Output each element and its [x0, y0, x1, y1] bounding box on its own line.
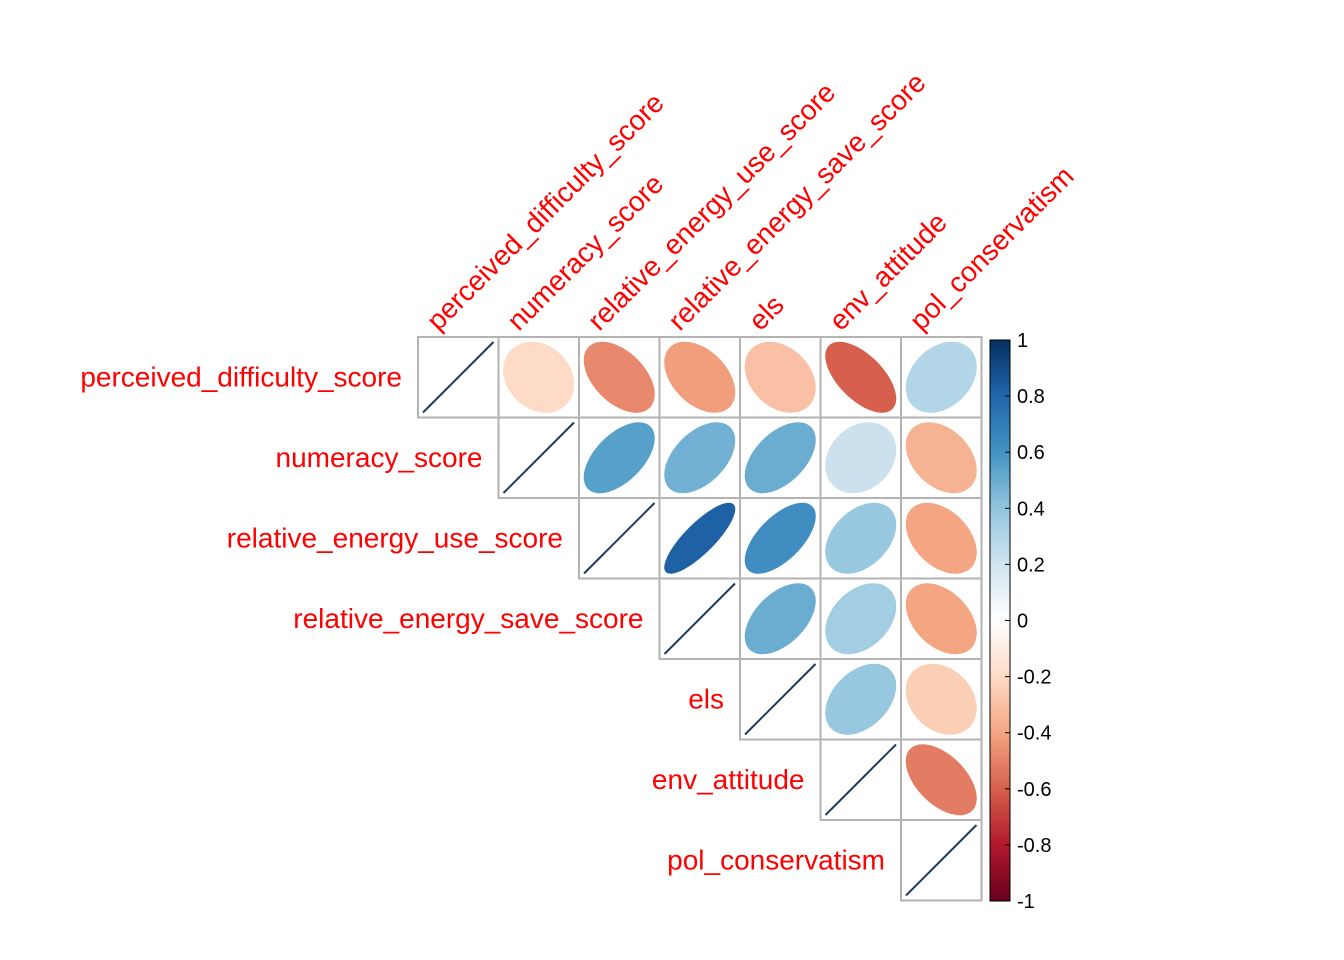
correlation-ellipse	[744, 341, 816, 413]
color-legend-tick-label: 0.4	[1017, 498, 1045, 520]
cell-perceived-difficulty-score-env-attitude	[819, 336, 902, 419]
color-legend-tick-label: -1	[1017, 891, 1035, 913]
matrix-cells	[417, 336, 983, 902]
cell-numeracy-score-els	[739, 416, 822, 499]
correlation-ellipse	[503, 341, 575, 413]
color-legend-tick-label: -0.2	[1017, 667, 1051, 689]
color-legend-tick-label: 0.2	[1017, 554, 1045, 576]
cell-perceived-difficulty-score-relative-energy-save-score	[658, 336, 741, 419]
cell-pol-conservatism-pol-conservatism	[900, 819, 983, 902]
correlation-ellipse	[583, 341, 655, 413]
row-label-perceived-difficulty-score: perceived_difficulty_score	[80, 361, 402, 392]
cell-perceived-difficulty-score-relative-energy-use-score	[578, 336, 661, 419]
column-labels: perceived_difficulty_scorenumeracy_score…	[421, 67, 1080, 337]
cell-numeracy-score-pol-conservatism	[900, 416, 983, 499]
column-label-els: els	[743, 289, 790, 336]
row-label-relative-energy-save-score: relative_energy_save_score	[293, 603, 643, 634]
diagonal-mark	[824, 743, 897, 816]
correlation-ellipse	[825, 341, 897, 413]
cell-relative-energy-save-score-pol-conservatism	[900, 577, 983, 660]
cell-relative-energy-save-score-relative-energy-save-score	[658, 577, 741, 660]
row-label-pol-conservatism: pol_conservatism	[667, 844, 885, 875]
cell-numeracy-score-numeracy-score	[497, 416, 580, 499]
cell-env-attitude-env-attitude	[819, 738, 902, 821]
color-legend-tick-label: 0.8	[1017, 386, 1045, 408]
cell-perceived-difficulty-score-els	[739, 336, 822, 419]
cell-perceived-difficulty-score-pol-conservatism	[900, 336, 983, 419]
color-legend-tick-label: -0.4	[1017, 723, 1051, 745]
correlation-ellipse	[905, 502, 977, 574]
diagonal-mark	[744, 663, 817, 736]
color-legend-tick-label: 0.6	[1017, 442, 1045, 464]
diagonal-mark	[502, 421, 575, 494]
cell-relative-energy-use-score-relative-energy-use-score	[578, 497, 661, 580]
cell-relative-energy-save-score-env-attitude	[819, 577, 902, 660]
color-legend-tick-label: -0.8	[1017, 835, 1051, 857]
row-label-numeracy-score: numeracy_score	[276, 442, 483, 473]
cell-relative-energy-use-score-env-attitude	[819, 497, 902, 580]
cell-numeracy-score-relative-energy-use-score	[578, 416, 661, 499]
cell-relative-energy-save-score-els	[739, 577, 822, 660]
row-label-env-attitude: env_attitude	[652, 764, 805, 795]
correlation-ellipse	[664, 422, 736, 494]
correlation-ellipse	[825, 502, 897, 574]
cell-relative-energy-use-score-relative-energy-save-score	[658, 497, 741, 580]
diagonal-mark	[583, 502, 656, 575]
color-legend: 1 0.8 0.6 0.4 0.2 0 -0.2 -0.4 -0.6 -0.8 -1	[989, 330, 1051, 913]
diagonal-mark	[905, 824, 978, 897]
cell-relative-energy-use-score-els	[739, 497, 822, 580]
cell-relative-energy-use-score-pol-conservatism	[900, 497, 983, 580]
correlation-ellipse	[825, 583, 897, 655]
correlation-ellipse	[664, 341, 736, 413]
correlation-ellipse	[664, 502, 736, 574]
cell-perceived-difficulty-score-numeracy-score	[497, 336, 580, 419]
cell-els-pol-conservatism	[900, 658, 983, 741]
row-labels: perceived_difficulty_score numeracy_score…	[80, 361, 885, 875]
correlation-ellipse	[905, 744, 977, 816]
correlation-ellipse	[825, 422, 897, 494]
color-legend-tick-label: 1	[1017, 330, 1028, 352]
correlation-ellipse	[905, 341, 977, 413]
cell-numeracy-score-relative-energy-save-score	[658, 416, 741, 499]
correlation-ellipse	[744, 502, 816, 574]
correlation-ellipse	[905, 422, 977, 494]
correlation-ellipse	[905, 583, 977, 655]
diagonal-mark	[422, 341, 495, 414]
cell-els-els	[739, 658, 822, 741]
color-legend-tick-label: -0.6	[1017, 779, 1051, 801]
cell-env-attitude-pol-conservatism	[900, 738, 983, 821]
row-label-els: els	[688, 683, 724, 714]
correlation-ellipse	[583, 422, 655, 494]
correlation-ellipse	[744, 422, 816, 494]
correlation-ellipse	[825, 663, 897, 735]
cell-els-env-attitude	[819, 658, 902, 741]
row-label-relative-energy-use-score: relative_energy_use_score	[227, 522, 563, 553]
diagonal-mark	[663, 582, 736, 655]
correlation-ellipse	[905, 663, 977, 735]
cell-perceived-difficulty-score-perceived-difficulty-score	[417, 336, 500, 419]
color-legend-tick-label: 0	[1017, 611, 1028, 633]
cell-numeracy-score-env-attitude	[819, 416, 902, 499]
